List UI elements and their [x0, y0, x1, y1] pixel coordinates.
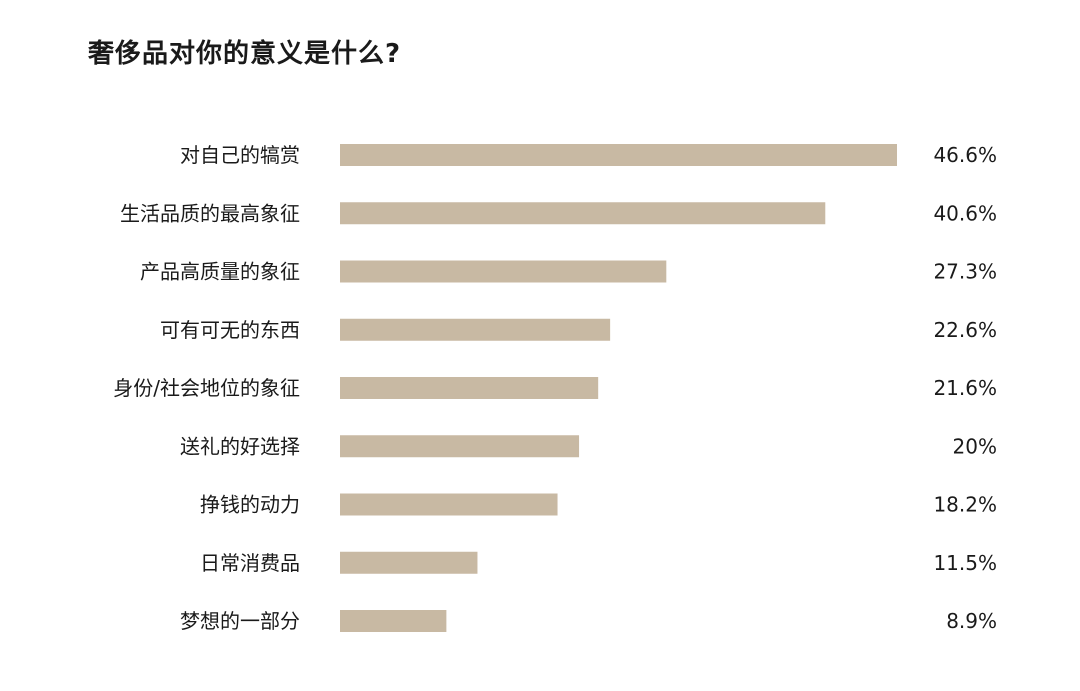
bar-row: 日常消费品 11.5%	[200, 551, 997, 575]
bar-row: 产品高质量的象征 27.3%	[140, 260, 997, 284]
category-label: 产品高质量的象征	[140, 260, 300, 284]
bar	[340, 493, 558, 516]
bar	[340, 377, 599, 399]
bar	[340, 551, 478, 574]
bar-row: 生活品质的最高象征 40.6%	[120, 201, 997, 225]
bar	[340, 318, 611, 341]
category-label: 送礼的好选择	[180, 434, 300, 458]
value-label: 21.6%	[933, 376, 997, 400]
category-label: 生活品质的最高象征	[120, 201, 300, 225]
value-label: 8.9%	[946, 609, 997, 633]
value-label: 22.6%	[933, 318, 997, 342]
chart-title: 奢侈品对你的意义是什么?	[88, 39, 402, 69]
value-label: 27.3%	[933, 260, 997, 284]
value-label: 18.2%	[933, 493, 997, 517]
bar-row: 梦想的一部分 8.9%	[180, 609, 997, 633]
category-label: 日常消费品	[200, 551, 300, 575]
category-label: 身份/社会地位的象征	[113, 376, 300, 400]
bar-row: 挣钱的动力 18.2%	[200, 493, 997, 517]
bar	[340, 144, 897, 166]
value-label: 46.6%	[933, 143, 997, 167]
bar-row: 身份/社会地位的象征 21.6%	[113, 376, 997, 400]
category-label: 对自己的犒赏	[180, 143, 300, 167]
bar	[340, 435, 580, 458]
category-label: 可有可无的东西	[160, 318, 300, 342]
value-label: 40.6%	[933, 201, 997, 225]
bar	[340, 260, 667, 283]
category-label: 挣钱的动力	[200, 493, 300, 517]
bar	[340, 610, 447, 632]
bar	[340, 202, 826, 225]
category-label: 梦想的一部分	[180, 609, 300, 633]
value-label: 20%	[953, 434, 997, 458]
bar-row: 送礼的好选择 20%	[180, 434, 997, 458]
bar-row: 可有可无的东西 22.6%	[160, 318, 997, 342]
value-label: 11.5%	[933, 551, 997, 575]
bar-row: 对自己的犒赏 46.6%	[180, 143, 997, 167]
